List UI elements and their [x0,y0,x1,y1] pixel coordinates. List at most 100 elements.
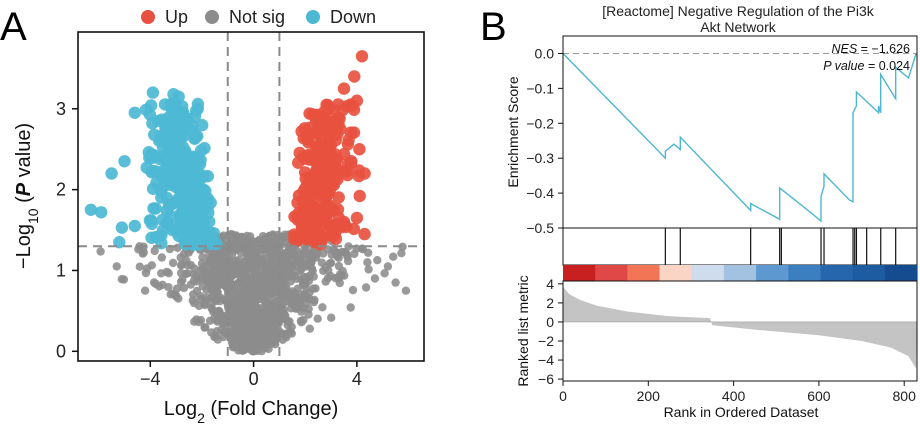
down-point [128,106,141,120]
up-point [288,228,301,241]
notsig-point [228,340,237,350]
down-point [172,90,185,103]
notsig-point [318,303,327,312]
notsig-point [323,273,333,283]
notsig-point [119,275,129,284]
notsig-point [204,279,213,289]
down-point [115,221,129,234]
es-y-tick-label: −0.5 [526,220,554,236]
up-point [332,191,345,204]
notsig-point [189,276,199,285]
notsig-point [292,274,301,283]
notsig-point [253,269,262,279]
notsig-point [112,262,121,271]
down-point [171,226,184,239]
notsig-point [157,253,166,262]
ranked-metric-area [563,286,917,369]
up-point [316,203,330,217]
notsig-point [304,310,313,319]
down-point [139,103,153,117]
x-tick-label: 0 [249,369,259,389]
color-bar-segment [723,265,757,281]
color-bar-segment [884,265,918,281]
up-point [305,189,319,202]
gsea-panel: B [Reactome] Negative Regulation of the … [480,3,918,420]
up-point [326,223,340,236]
notsig-point [391,278,400,287]
notsig-point [268,337,277,347]
color-bar-segment [756,265,789,281]
notsig-point [164,283,173,292]
notsig-point [202,272,211,281]
up-point [342,133,355,147]
notsig-point [327,313,336,322]
threshold-lines [78,32,424,361]
y-tick-label: 3 [56,99,66,119]
color-bar-segment [852,265,886,281]
notsig-point [266,274,275,283]
notsig-point [244,287,253,297]
notsig-point [281,330,290,340]
enrichment-y-ticks: 0.0 −0.1 −0.2 −0.3 −0.4 −0.5 [526,45,563,236]
up-point [332,111,345,125]
down-point [148,149,161,162]
ranked-x-tick-label: 800 [893,388,917,404]
down-point [118,155,131,168]
down-point [165,103,179,117]
y-tick-label: 1 [56,260,66,280]
notsig-point [273,230,283,240]
notsig-point [189,298,199,308]
volcano-plot-panel: A Up Not sig Down −4 0 4 0 1 2 3 Log2 (Fold Ch… [0,5,425,426]
notsig-point [283,272,292,282]
notsig-point [318,249,328,258]
es-y-tick-label: −0.1 [526,80,554,96]
notsig-point [235,341,244,351]
color-bar-segment [788,265,822,281]
up-point [323,183,337,196]
volcano-axis-ticks: −4 0 4 0 1 2 3 [56,99,362,389]
up-point [358,227,371,241]
rank-color-bar [563,265,918,281]
notsig-point [220,296,229,305]
notsig-point [174,294,183,303]
down-point [168,196,181,210]
down-point [155,191,168,204]
notsig-point [272,269,281,278]
notsig-point [208,268,217,277]
notsig-point [244,342,253,351]
legend-down-label: Down [330,7,376,27]
notsig-point [215,269,224,279]
notsig-point [204,259,213,268]
up-point [312,126,325,139]
notsig-point [288,291,297,301]
down-point [84,203,98,216]
notsig-point [250,318,259,327]
ranked-frame [562,280,918,382]
notsig-point [334,261,344,271]
up-point [353,143,366,156]
notsig-point [348,285,358,295]
notsig-point [364,248,373,257]
notsig-point [244,262,253,271]
up-point [298,166,312,179]
notsig-point [305,324,314,333]
ranked-y-tick-label: 2 [546,295,554,311]
ranked-x-axis-label: Rank in Ordered Dataset [664,404,819,420]
down-point [189,131,203,144]
notsig-point [198,253,207,262]
color-bar-segment [659,265,693,281]
notsig-point [266,253,276,262]
volcano-legend: Up Not sig Down [141,7,376,27]
down-point [128,219,141,233]
color-bar-segment [691,265,725,281]
gsea-title-line-1: [Reactome] Negative Regulation of the Pi… [602,3,875,19]
notsig-point [251,279,260,288]
ranked-y-tick-label: −6 [538,371,554,387]
up-point [298,209,311,223]
up-point [324,148,337,162]
notsig-point [258,256,267,265]
notsig-point [96,247,105,256]
up-point [336,165,349,178]
notsig-point [168,258,178,268]
notsig-point [287,322,296,332]
